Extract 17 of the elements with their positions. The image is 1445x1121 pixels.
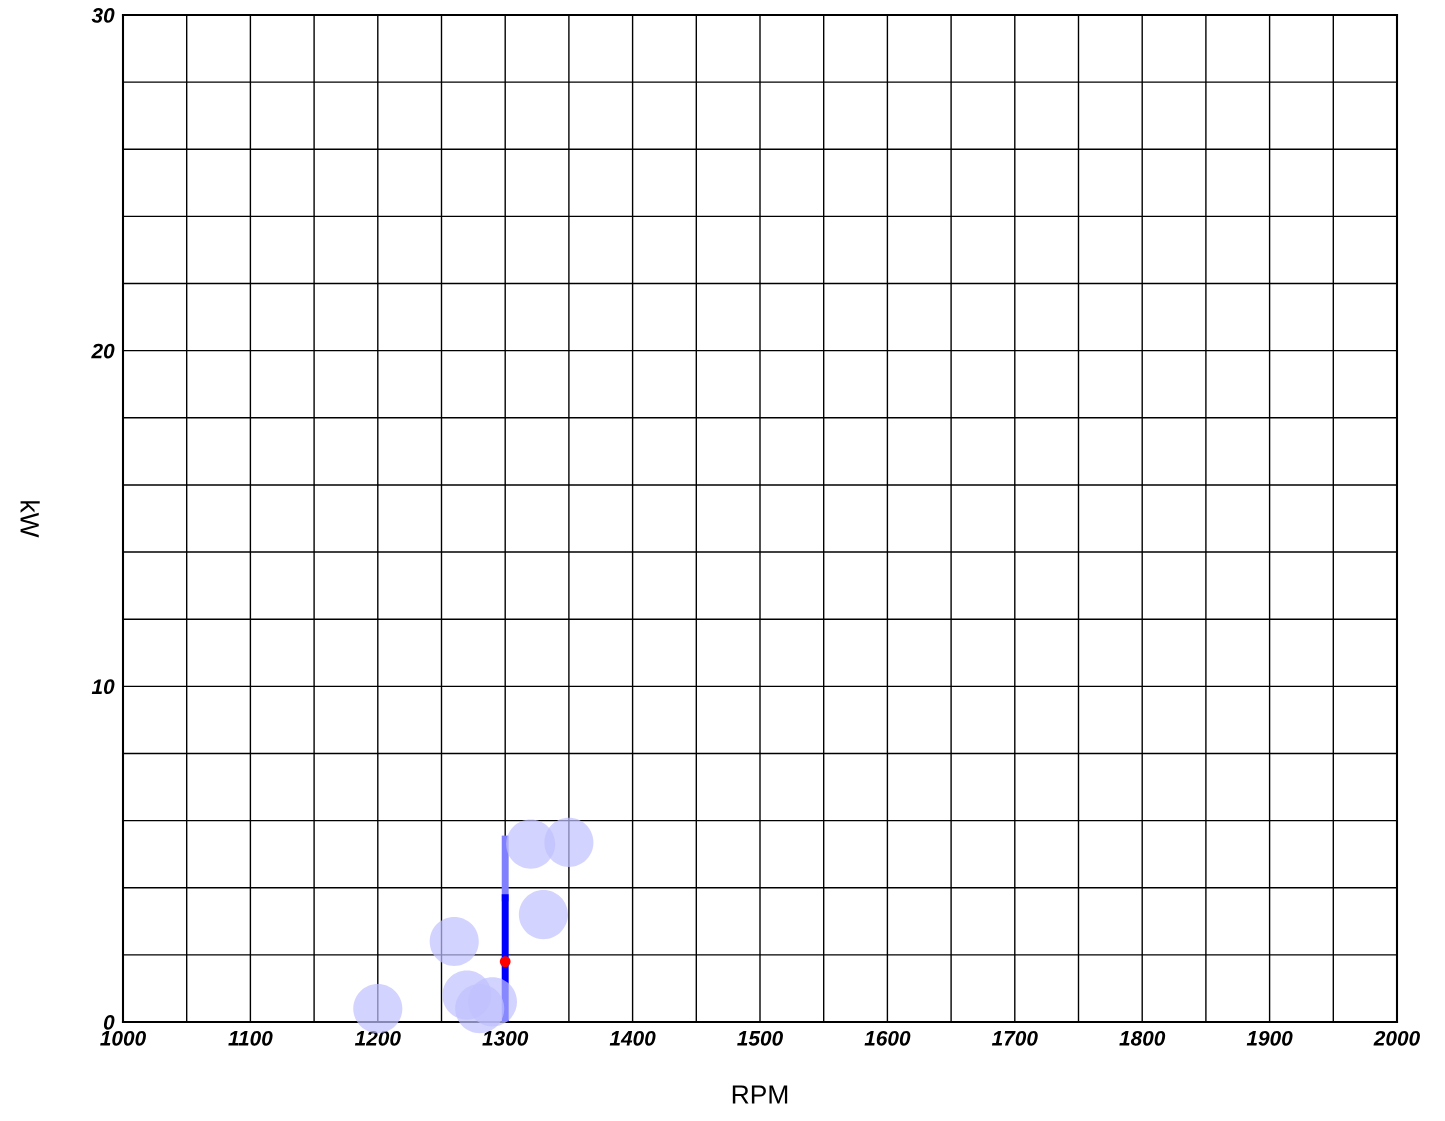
x-tick-label: 2000: [1373, 1030, 1420, 1046]
x-axis-title: RPM: [732, 1085, 788, 1104]
y-tick-label: 10: [91, 679, 115, 695]
x-tick-label: 1000: [100, 1030, 146, 1046]
x-tick-label: 1400: [609, 1030, 656, 1046]
x-tick-label: 1800: [1119, 1030, 1166, 1046]
x-tick-label: 1100: [228, 1030, 273, 1046]
y-tick-label: 30: [91, 8, 115, 23]
x-tick-label: 1600: [864, 1030, 911, 1046]
y-tick-label: 20: [91, 343, 115, 359]
x-tick-label: 1900: [1246, 1030, 1293, 1046]
y-axis-title: kW: [20, 501, 40, 538]
x-tick-label: 1300: [482, 1030, 529, 1046]
y-tick-label: 0: [103, 1015, 115, 1030]
x-tick-label: 1500: [737, 1030, 783, 1046]
x-tick-label: 1700: [991, 1030, 1038, 1046]
x-tick-label: 1200: [354, 1030, 401, 1046]
